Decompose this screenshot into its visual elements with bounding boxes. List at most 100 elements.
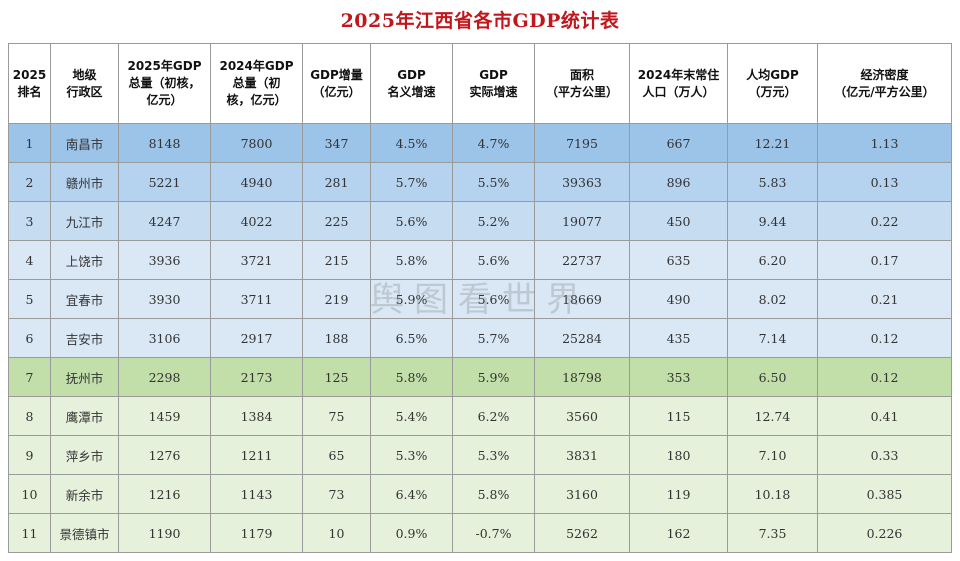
cell-gdp-per-capita: 9.44 xyxy=(727,201,818,241)
cell-population: 490 xyxy=(629,279,728,319)
gdp-table: 2025 排名 地级 行政区 2025年GDP 总量（初核， 亿元） 2024年GDP 总… xyxy=(8,43,952,553)
cell-region: 鹰潭市 xyxy=(50,396,119,436)
cell-real-growth: 5.8% xyxy=(452,474,535,514)
cell-rank: 7 xyxy=(8,357,51,397)
header-real-growth: GDP 实际增速 xyxy=(452,43,535,124)
cell-real-growth: 5.7% xyxy=(452,318,535,358)
cell-gdp-2024: 4940 xyxy=(210,162,303,202)
cell-rank: 2 xyxy=(8,162,51,202)
cell-economic-density: 0.41 xyxy=(817,396,952,436)
table-row: 8 鹰潭市 1459 1384 75 5.4% 6.2% 3560 115 12.74 0.41 xyxy=(8,396,952,436)
cell-rank: 5 xyxy=(8,279,51,319)
cell-gdp-increment: 225 xyxy=(302,201,371,241)
cell-gdp-increment: 65 xyxy=(302,435,371,475)
cell-population: 635 xyxy=(629,240,728,280)
cell-gdp-2025: 1216 xyxy=(118,474,211,514)
cell-region: 宜春市 xyxy=(50,279,119,319)
cell-population: 353 xyxy=(629,357,728,397)
cell-nominal-growth: 0.9% xyxy=(370,513,453,553)
cell-rank: 9 xyxy=(8,435,51,475)
cell-population: 896 xyxy=(629,162,728,202)
table-row: 9 萍乡市 1276 1211 65 5.3% 5.3% 3831 180 7.10 0.33 xyxy=(8,435,952,475)
cell-population: 162 xyxy=(629,513,728,553)
cell-area: 3831 xyxy=(534,435,630,475)
cell-rank: 10 xyxy=(8,474,51,514)
cell-population: 119 xyxy=(629,474,728,514)
cell-economic-density: 0.385 xyxy=(817,474,952,514)
cell-gdp-increment: 347 xyxy=(302,123,371,163)
cell-economic-density: 0.22 xyxy=(817,201,952,241)
header-economic-density: 经济密度 （亿元/平方公里） xyxy=(817,43,952,124)
cell-nominal-growth: 5.8% xyxy=(370,240,453,280)
cell-real-growth: 5.2% xyxy=(452,201,535,241)
cell-gdp-2025: 3930 xyxy=(118,279,211,319)
header-rank: 2025 排名 xyxy=(8,43,51,124)
cell-gdp-2024: 2917 xyxy=(210,318,303,358)
cell-gdp-2025: 1459 xyxy=(118,396,211,436)
cell-rank: 6 xyxy=(8,318,51,358)
table-row: 10 新余市 1216 1143 73 6.4% 5.8% 3160 119 10.18 0.385 xyxy=(8,474,952,514)
cell-area: 7195 xyxy=(534,123,630,163)
cell-economic-density: 0.17 xyxy=(817,240,952,280)
cell-gdp-2025: 3106 xyxy=(118,318,211,358)
cell-region: 吉安市 xyxy=(50,318,119,358)
cell-gdp-per-capita: 7.35 xyxy=(727,513,818,553)
table-row: 4 上饶市 3936 3721 215 5.8% 5.6% 22737 635 6.20 0.17 xyxy=(8,240,952,280)
header-gdp-increment: GDP增量 （亿元） xyxy=(302,43,371,124)
cell-gdp-2024: 4022 xyxy=(210,201,303,241)
cell-population: 667 xyxy=(629,123,728,163)
header-gdp-per-capita: 人均GDP （万元） xyxy=(727,43,818,124)
cell-rank: 3 xyxy=(8,201,51,241)
cell-gdp-per-capita: 5.83 xyxy=(727,162,818,202)
cell-gdp-increment: 75 xyxy=(302,396,371,436)
cell-nominal-growth: 5.8% xyxy=(370,357,453,397)
table-header-row: 2025 排名 地级 行政区 2025年GDP 总量（初核， 亿元） 2024年GDP 总… xyxy=(8,43,952,124)
cell-gdp-increment: 188 xyxy=(302,318,371,358)
cell-real-growth: 5.5% xyxy=(452,162,535,202)
table-row: 6 吉安市 3106 2917 188 6.5% 5.7% 25284 435 7.14 0.12 xyxy=(8,318,952,358)
cell-area: 18669 xyxy=(534,279,630,319)
cell-economic-density: 0.21 xyxy=(817,279,952,319)
cell-economic-density: 0.12 xyxy=(817,318,952,358)
cell-gdp-per-capita: 7.14 xyxy=(727,318,818,358)
cell-rank: 1 xyxy=(8,123,51,163)
cell-real-growth: -0.7% xyxy=(452,513,535,553)
table-row: 1 南昌市 8148 7800 347 4.5% 4.7% 7195 667 12.21 1.13 xyxy=(8,123,952,163)
cell-rank: 4 xyxy=(8,240,51,280)
header-population: 2024年末常住 人口（万人） xyxy=(629,43,728,124)
cell-real-growth: 4.7% xyxy=(452,123,535,163)
cell-gdp-2024: 1179 xyxy=(210,513,303,553)
cell-region: 景德镇市 xyxy=(50,513,119,553)
header-area: 面积 （平方公里） xyxy=(534,43,630,124)
cell-area: 3560 xyxy=(534,396,630,436)
cell-area: 25284 xyxy=(534,318,630,358)
cell-population: 450 xyxy=(629,201,728,241)
page-title: 2025年江西省各市GDP统计表 xyxy=(340,10,620,32)
cell-region: 南昌市 xyxy=(50,123,119,163)
cell-gdp-2024: 7800 xyxy=(210,123,303,163)
cell-real-growth: 5.6% xyxy=(452,279,535,319)
cell-nominal-growth: 5.9% xyxy=(370,279,453,319)
cell-nominal-growth: 4.5% xyxy=(370,123,453,163)
cell-population: 180 xyxy=(629,435,728,475)
table-row: 2 赣州市 5221 4940 281 5.7% 5.5% 39363 896 5.83 0.13 xyxy=(8,162,952,202)
cell-gdp-per-capita: 12.21 xyxy=(727,123,818,163)
cell-area: 3160 xyxy=(534,474,630,514)
cell-gdp-per-capita: 8.02 xyxy=(727,279,818,319)
cell-gdp-2025: 1276 xyxy=(118,435,211,475)
cell-gdp-2024: 3711 xyxy=(210,279,303,319)
cell-real-growth: 5.3% xyxy=(452,435,535,475)
cell-gdp-2025: 5221 xyxy=(118,162,211,202)
cell-region: 赣州市 xyxy=(50,162,119,202)
cell-region: 抚州市 xyxy=(50,357,119,397)
cell-gdp-per-capita: 6.50 xyxy=(727,357,818,397)
cell-economic-density: 0.226 xyxy=(817,513,952,553)
cell-population: 115 xyxy=(629,396,728,436)
cell-gdp-increment: 125 xyxy=(302,357,371,397)
cell-nominal-growth: 6.4% xyxy=(370,474,453,514)
header-nominal-growth: GDP 名义增速 xyxy=(370,43,453,124)
cell-nominal-growth: 5.4% xyxy=(370,396,453,436)
cell-gdp-2024: 1211 xyxy=(210,435,303,475)
cell-region: 新余市 xyxy=(50,474,119,514)
cell-gdp-2024: 2173 xyxy=(210,357,303,397)
